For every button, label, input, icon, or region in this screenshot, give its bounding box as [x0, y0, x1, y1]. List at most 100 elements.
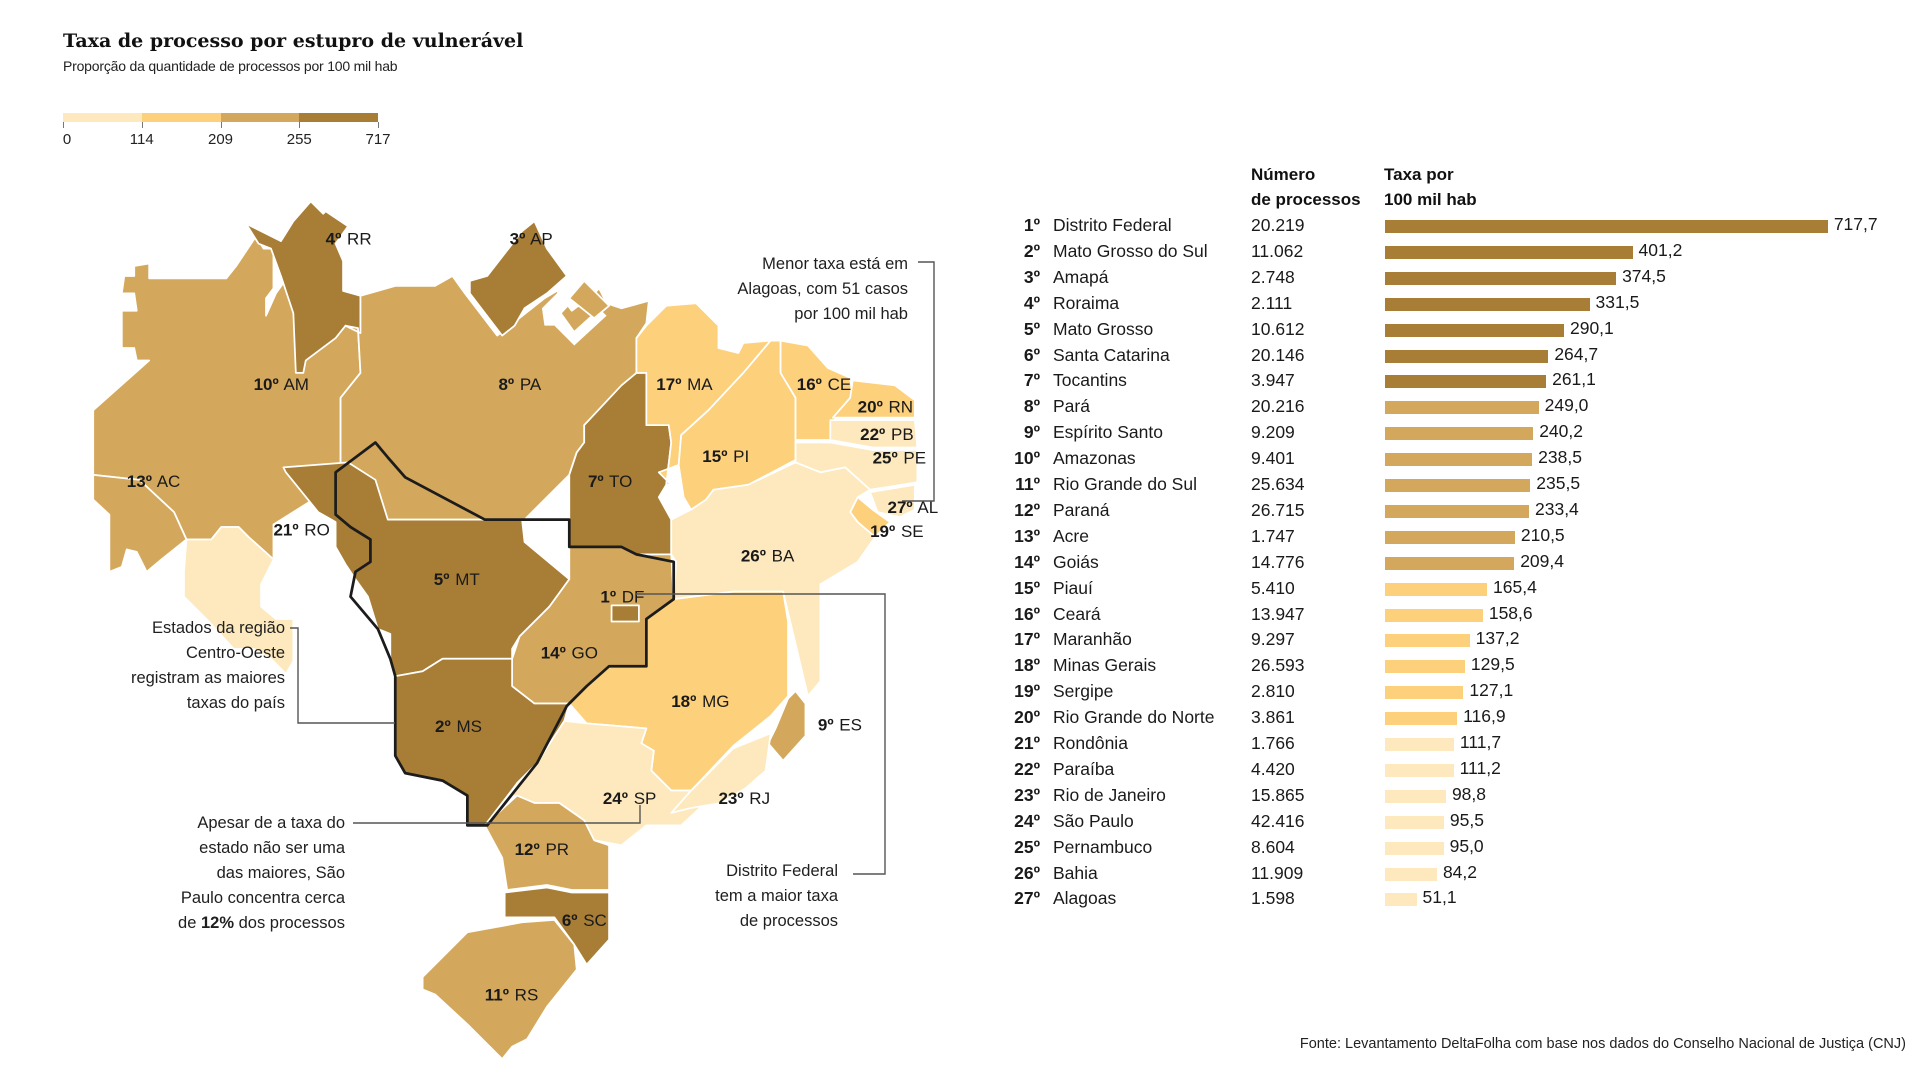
map-label-ro: 21º RO [273, 521, 329, 540]
rank: 10º [1014, 448, 1040, 469]
bar-value-label: 165,4 [1493, 576, 1537, 597]
process-count: 9.401 [1251, 448, 1295, 469]
process-count: 10.612 [1251, 318, 1305, 339]
rank: 1º [1023, 215, 1040, 235]
legend-tick [220, 122, 222, 128]
legend-tick [378, 122, 379, 128]
map-label-pa: 8º PA [498, 375, 541, 394]
map-label-pr: 12º PR [515, 840, 569, 859]
state-PA-island [568, 280, 610, 320]
state-ES[interactable] [767, 690, 807, 762]
map-label-sp: 24º SP [603, 789, 657, 808]
bar [1385, 738, 1454, 751]
rank: 5º [1023, 318, 1040, 339]
state-name: Paraná [1053, 499, 1110, 520]
state-name: Alagoas [1053, 888, 1117, 909]
legend-tick [63, 122, 64, 128]
state-name: Paraíba [1053, 758, 1115, 779]
leader-lines [290, 261, 935, 875]
annotation-line: tem a maior taxa [715, 887, 838, 905]
annotation-centro-oeste: Estados da região Centro-Oeste registram… [131, 616, 285, 716]
rank: 19º [1014, 681, 1040, 702]
bar-value-label: 210,5 [1520, 524, 1565, 545]
table-row: 3º Amapá 2.748 374,5 [0, 266, 1920, 293]
state-name: Pará [1053, 396, 1090, 417]
rank: 9º [1023, 422, 1040, 443]
map-label-ms: 2º MS [435, 717, 482, 736]
bar-value-label: 209,4 [1520, 550, 1564, 571]
rank: 24º [1014, 810, 1040, 831]
table-row: 21º Rondônia 1.766 111,7 [0, 732, 1920, 759]
bar [1385, 660, 1465, 674]
bar [1385, 401, 1539, 415]
annotation-line: Apesar de a taxa do [197, 814, 345, 832]
state-PB[interactable] [829, 419, 919, 449]
process-count: 3.947 [1251, 370, 1295, 391]
rank: 2º [1023, 240, 1040, 261]
bar-value-label: 116,9 [1463, 706, 1506, 727]
bar [1385, 271, 1617, 285]
annotation-line: Alagoas, com 51 casos [737, 280, 908, 298]
state-AP[interactable] [468, 220, 568, 337]
state-RS[interactable] [421, 918, 578, 1060]
bar-value-label: 233,4 [1535, 498, 1579, 519]
state-RR[interactable] [245, 200, 362, 374]
bar [1385, 815, 1444, 829]
legend-tick-label: 0 [62, 131, 72, 148]
state-RN[interactable] [831, 379, 916, 419]
state-SC[interactable] [503, 886, 610, 966]
state-name: Ceará [1053, 603, 1101, 624]
state-AC[interactable] [92, 473, 188, 573]
process-count: 3.861 [1251, 707, 1295, 728]
process-count: 13.947 [1251, 603, 1305, 624]
table-row: 26º Bahia 11.909 84,2 [0, 862, 1920, 889]
bar-value-label: 331,5 [1595, 291, 1640, 312]
rank: 13º [1014, 525, 1040, 546]
map-label-rj: 23º RJ [718, 789, 770, 808]
legend-tick [299, 122, 301, 128]
rank: 25º [1014, 836, 1040, 857]
bar [1385, 323, 1564, 337]
process-count: 1.766 [1251, 733, 1295, 753]
annotation-line: taxas do país [186, 694, 285, 712]
rank: 4º [1023, 292, 1040, 313]
state-AL[interactable] [869, 483, 916, 518]
process-count: 5.410 [1251, 577, 1295, 598]
table-row: 8º Pará 20.216 249,0 [0, 395, 1920, 422]
bar-value-label: 137,2 [1475, 628, 1520, 649]
process-count: 2.810 [1251, 681, 1295, 702]
table-row: 14º Goiás 14.776 209,4 [0, 550, 1920, 578]
bar [1385, 479, 1531, 492]
rank: 16º [1014, 603, 1040, 624]
state-name: São Paulo [1053, 810, 1134, 831]
state-DF[interactable] [610, 604, 640, 623]
table-row: 16º Ceará 13.947 158,6 [0, 602, 1920, 630]
process-count: 1.598 [1251, 888, 1295, 909]
bar [1385, 220, 1828, 233]
table-row: 11º Rio Grande do Sul 25.634 235,5 [0, 473, 1920, 500]
map-label-pe: 25º PE [873, 448, 927, 467]
rank: 20º [1014, 707, 1040, 728]
rank: 12º [1014, 499, 1040, 520]
brazil-choropleth-map: 4º RR 3º AP 10º AM 8º PA 17º MA 16º CE 20º RN 2… [92, 200, 938, 1060]
leader-line-centro-oeste [290, 627, 395, 724]
bar [1385, 349, 1549, 363]
bar-value-label: 238,5 [1538, 447, 1582, 468]
state-PR[interactable] [483, 794, 610, 891]
source-note: Fonte: Levantamento DeltaFolha com base … [1299, 1036, 1906, 1052]
annotation-line: por 100 mil hab [794, 305, 908, 323]
state-RO[interactable] [183, 526, 295, 675]
bar-value-label: 401,2 [1638, 239, 1683, 260]
legend-tick-label: 114 [129, 131, 154, 148]
state-name: Mato Grosso do Sul [1053, 240, 1208, 261]
bar [1385, 841, 1444, 855]
state-name: Tocantins [1053, 370, 1127, 391]
state-RJ[interactable] [670, 732, 772, 814]
state-name: Bahia [1053, 862, 1098, 883]
bar-value-label: 111,2 [1459, 757, 1501, 778]
centro-oeste-outline [334, 441, 676, 827]
bar [1385, 297, 1590, 311]
bar-value-label: 158,6 [1488, 602, 1533, 623]
process-count: 9.297 [1251, 629, 1295, 650]
table-row: 15º Piauí 5.410 165,4 [0, 576, 1920, 604]
